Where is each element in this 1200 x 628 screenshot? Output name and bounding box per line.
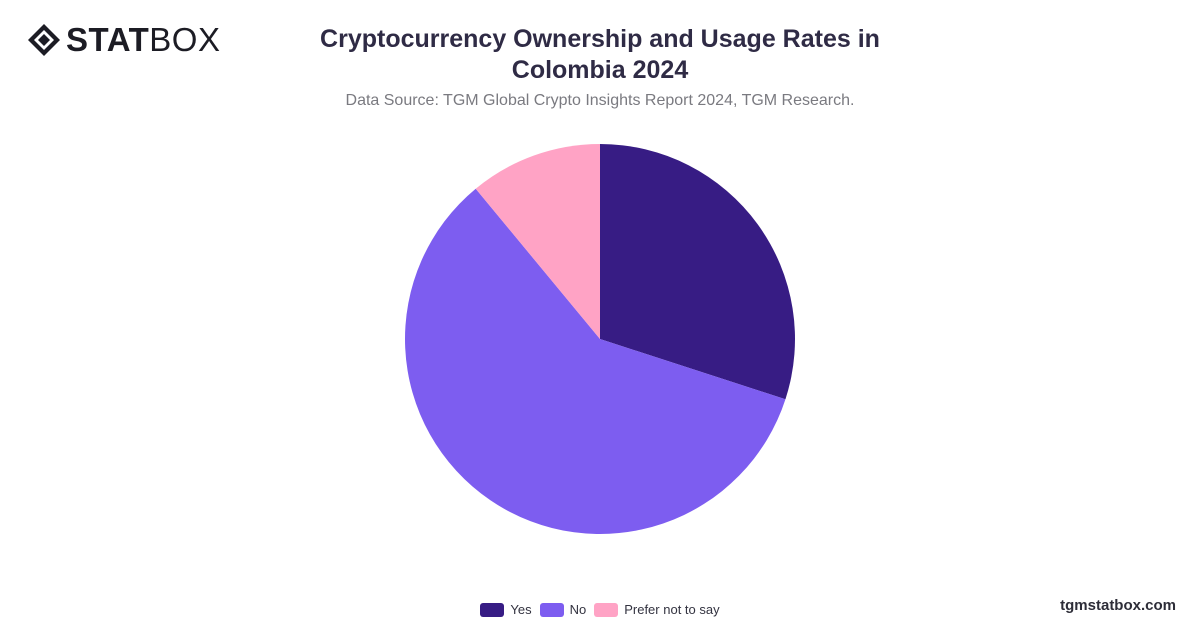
pie-slice-prefer-not-to-say[interactable]	[475, 144, 600, 339]
pie-slice-no[interactable]	[404, 188, 786, 535]
statbox-logo: STATBOX	[26, 22, 220, 58]
statbox-diamond-icon	[28, 24, 60, 56]
legend-swatch	[539, 602, 564, 617]
legend-label: No	[569, 602, 587, 617]
site-url[interactable]: tgmstatbox.com	[1060, 597, 1176, 614]
legend-label: Prefer not to say	[624, 602, 720, 617]
legend-item-yes[interactable]: Yes	[480, 602, 532, 617]
chart-legend: Yes No Prefer not to say	[0, 602, 1200, 617]
chart-title: Cryptocurrency Ownership and Usage Rates…	[320, 25, 880, 84]
legend-item-prefer-not-to-say[interactable]: Prefer not to say	[594, 602, 720, 617]
pie-slice-yes[interactable]	[600, 144, 795, 400]
logo-text: STATBOX	[66, 22, 220, 58]
legend-swatch	[594, 602, 619, 617]
legend-swatch	[480, 602, 505, 617]
logo-text-light: BOX	[149, 21, 221, 58]
legend-item-no[interactable]: No	[539, 602, 587, 617]
chart-subtitle: Data Source: TGM Global Crypto Insights …	[345, 92, 855, 109]
logo-text-bold: STAT	[66, 21, 150, 58]
legend-label: Yes	[510, 602, 532, 617]
